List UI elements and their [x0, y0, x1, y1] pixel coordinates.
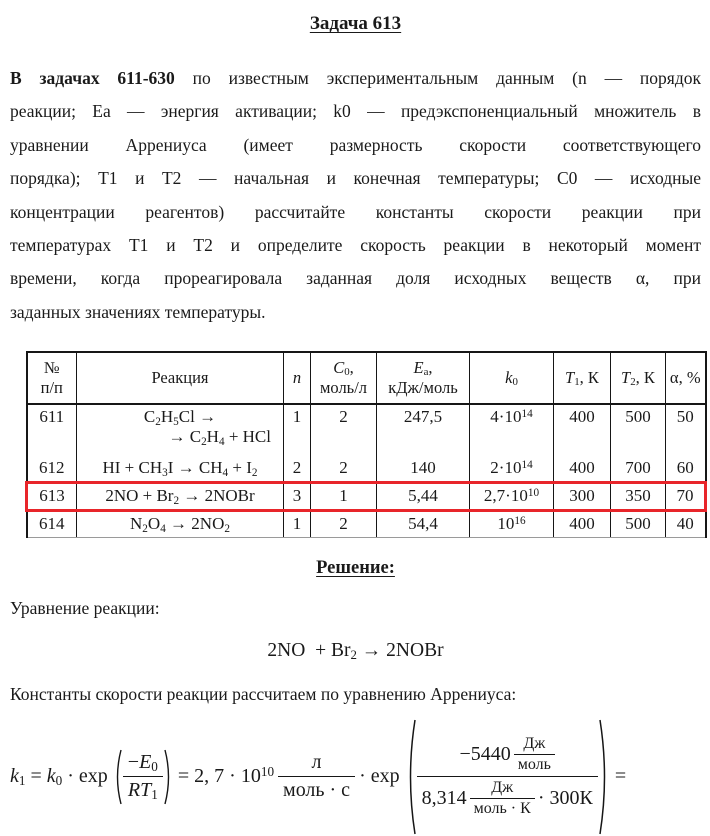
cell-reaction: N2O4 → 2NO2	[76, 509, 284, 538]
exponent-fraction: −E0 RT1	[122, 751, 163, 802]
cell-t1: 400	[553, 403, 611, 457]
fraction-denominator: моль	[513, 754, 555, 774]
intro-paragraph: В задачах 611-630 по известным экспериме…	[10, 62, 701, 329]
col-header-reaction: Реакция	[76, 351, 284, 406]
cell-t1: 300	[553, 480, 611, 512]
cell-t2: 500	[610, 509, 666, 538]
cell-ea: 54,4	[376, 509, 470, 538]
equation-label: Уравнение реакции:	[10, 597, 160, 618]
denominator-value: 8,314	[421, 787, 467, 810]
intro-line: порядка); T1 и T2 — начальная и конечная…	[10, 168, 701, 189]
cell-ea: 5,44	[376, 480, 470, 512]
cell-reaction: C2H5Cl → → C2H4 + HCl	[76, 403, 284, 457]
fraction-numerator: Дж	[523, 735, 546, 753]
paren-close-icon	[598, 718, 611, 836]
intro-line: заданных значениях температуры.	[10, 301, 266, 322]
intro-line: времени, когда прореагировала заданная д…	[10, 268, 701, 289]
cell-order: 3	[283, 480, 311, 512]
cell-k0: 4·1014	[469, 403, 554, 457]
intro-line: реакции; Ea — энергия активации; k0 — пр…	[10, 101, 701, 122]
table-row-611: 611 C2H5Cl → → C2H4 + HCl 1 2 247,5 4·10…	[26, 403, 706, 457]
fraction-denominator: моль · К	[469, 798, 535, 818]
cell-c0: 2	[310, 456, 377, 483]
units-fraction: л моль · с	[278, 751, 356, 802]
cell-t2: 500	[610, 403, 666, 457]
cell-k0: 2·1014	[469, 456, 554, 483]
formula-mid: = 2, 7 · 1010	[177, 763, 275, 788]
cell-t1: 400	[553, 509, 611, 538]
intro-line: уравнении Аррениуса (имеет размерность с…	[10, 134, 701, 155]
paren-open-icon	[404, 718, 417, 836]
col-header-t1: T1, К	[553, 351, 611, 406]
cell-reaction: HI + CH3I → CH4 + I2	[76, 456, 284, 483]
arrhenius-label: Константы скорости реакции рассчитаем по…	[10, 683, 517, 704]
cell-alpha: 60	[665, 456, 706, 483]
cell-k0: 1016	[469, 509, 554, 538]
cell-c0: 1	[310, 480, 377, 512]
reaction-line-2: → C2H4 + HCl	[168, 427, 271, 448]
cell-alpha: 70	[665, 480, 707, 512]
fraction-denominator: RT1	[122, 776, 163, 802]
col-header-ea: Ea, кДж/моль	[376, 351, 470, 406]
table-row-613-highlighted: 613 2NO + Br2 → 2NOBr 3 1 5,44 2,7·1010 …	[25, 480, 707, 512]
fraction-numerator: Дж	[491, 779, 514, 797]
table-row-614: 614 N2O4 → 2NO2 1 2 54,4 1016 400 500 40	[26, 509, 706, 538]
col-header-k0: k0	[469, 351, 554, 406]
cell-t2: 350	[610, 480, 666, 512]
problems-table: № п/п Реакция n C0, моль/л Ea, кДж/моль k0 …	[25, 351, 707, 538]
paren-open-icon	[112, 748, 123, 806]
cell-t1: 400	[553, 456, 611, 483]
page-title: Задача 613	[309, 13, 402, 34]
fraction-numerator: л	[311, 751, 322, 774]
document-page: { "colors": { "highlight_red": "#e8252a"…	[10, 13, 707, 834]
cell-k0: 2,7·1010	[469, 480, 554, 512]
fraction-denominator: моль · с	[278, 776, 356, 802]
table-header-row: № п/п Реакция n C0, моль/л Ea, кДж/моль k0 …	[26, 351, 706, 406]
big-exponent-fraction: −5440 Дж моль 8,314 Дж моль · К · 300К	[416, 735, 598, 818]
col-header-num: № п/п	[26, 351, 77, 406]
paren-close-icon	[163, 748, 174, 806]
cell-order: 1	[283, 403, 311, 457]
fraction-numerator: −5440 Дж моль	[454, 735, 559, 776]
intro-line: В задачах 611-630 по известным экспериме…	[10, 62, 701, 95]
col-header-order: n	[283, 351, 311, 406]
cell-ea: 140	[376, 456, 470, 483]
col-header-alpha: α, %	[665, 351, 706, 406]
cell-alpha: 50	[665, 403, 706, 457]
col-header-c0: C0, моль/л	[310, 351, 377, 406]
numerator-value: −5440	[459, 743, 511, 766]
cell-t2: 700	[610, 456, 666, 483]
intro-bold-range: В задачах 611-630	[10, 68, 175, 88]
unit-mini-fraction: Дж моль	[513, 735, 555, 774]
reaction-equation: 2NO + Br2 → 2NOBr	[267, 639, 444, 662]
cell-order: 1	[283, 509, 311, 538]
arrhenius-formula: k1 = k0 · exp −E0 RT1 = 2, 7 · 1010 л мо…	[10, 718, 701, 836]
intro-line: концентрации реагентов) рассчитайте конс…	[10, 201, 701, 222]
intro-line-text: по известным экспериментальным данным (n…	[192, 68, 702, 88]
unit-mini-fraction: Дж моль · К	[469, 779, 535, 818]
intro-line: температурах T1 и T2 и определите скорос…	[10, 234, 701, 255]
reaction-line-1: C2H5Cl →	[143, 407, 217, 428]
cell-c0: 2	[310, 403, 377, 457]
cell-c0: 2	[310, 509, 377, 538]
cell-ea: 247,5	[376, 403, 470, 457]
solution-heading: Решение:	[316, 557, 395, 578]
formula-lhs: k1 = k0 · exp	[10, 765, 108, 789]
cell-order: 2	[283, 456, 311, 483]
exp-multiplier: · exp	[359, 765, 400, 788]
fraction-numerator: −E0	[127, 751, 158, 775]
cell-num: 613	[25, 480, 77, 512]
table-row-612: 612 HI + CH3I → CH4 + I2 2 2 140 2·1014 …	[26, 456, 706, 483]
cell-num: 611	[26, 403, 77, 457]
formula-tail: =	[614, 765, 627, 788]
cell-alpha: 40	[665, 509, 706, 538]
cell-num: 614	[26, 509, 77, 538]
cell-reaction: 2NO + Br2 → 2NOBr	[76, 480, 284, 512]
cell-num: 612	[26, 456, 77, 483]
denominator-suffix: · 300К	[537, 787, 593, 810]
fraction-denominator: 8,314 Дж моль · К · 300К	[416, 776, 598, 818]
col-header-t2: T2, К	[610, 351, 666, 406]
